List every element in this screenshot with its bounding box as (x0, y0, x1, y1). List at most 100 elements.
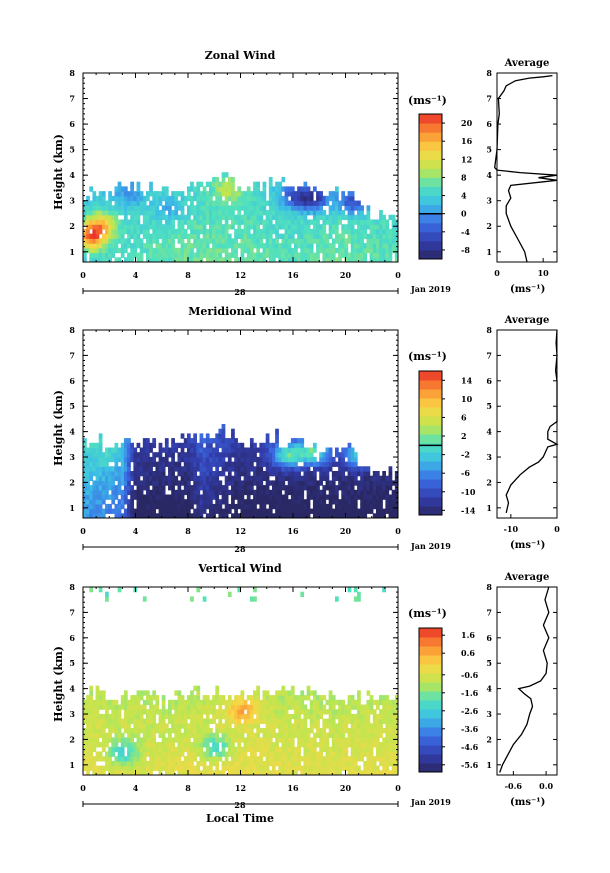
heatmap-cell (89, 709, 94, 715)
heatmap-cell (287, 456, 292, 463)
heatmap-cell (319, 224, 323, 230)
heatmap-cell (168, 205, 172, 211)
heatmap-cell (224, 718, 229, 724)
heatmap-cell (171, 480, 175, 486)
heatmap-cell (341, 247, 346, 254)
heatmap-cell (265, 489, 270, 496)
heatmap-cell (196, 243, 201, 249)
heatmap-cell (114, 503, 119, 510)
heatmap-cell (243, 200, 248, 206)
heatmap-cell (158, 233, 163, 239)
heatmap-cell (275, 695, 279, 701)
heatmap-cell (95, 756, 100, 762)
heatmap-cell (146, 760, 150, 767)
heatmap-cell (101, 461, 106, 467)
heatmap-cell (243, 699, 248, 706)
heatmap-cell (202, 243, 207, 249)
heatmap-cell (388, 243, 393, 249)
heatmap-cell (353, 219, 358, 225)
heatmap-cell (287, 191, 292, 197)
heatmap-cell (338, 742, 342, 748)
colorbar-segment (419, 398, 442, 408)
heatmap-cell (284, 732, 289, 738)
heatmap-cell (186, 765, 191, 771)
heatmap-cell (114, 452, 119, 458)
heatmap-cell (149, 205, 153, 211)
heatmap-cell (183, 219, 188, 225)
heatmap-cell (86, 732, 90, 738)
heatmap-cell (196, 480, 201, 486)
heatmap-cell (262, 508, 267, 514)
heatmap-cell (249, 718, 254, 724)
heatmap-cell (331, 513, 336, 518)
colorbar-tick-label: -0.6 (461, 670, 479, 680)
heatmap-cell (95, 728, 100, 734)
heatmap-cell (158, 224, 163, 230)
heatmap-cell (221, 466, 226, 472)
heatmap-cell (265, 765, 270, 771)
heatmap-cell (215, 489, 220, 496)
heatmap-cell (300, 765, 305, 771)
heatmap-cell (382, 695, 386, 701)
heatmap-cell (281, 461, 286, 467)
heatmap-cell (253, 466, 257, 472)
heatmap-cell (152, 195, 157, 202)
heatmap-cell (168, 756, 172, 762)
heatmap-cell (262, 760, 267, 767)
heatmap-cell (171, 219, 175, 225)
heatmap-cell (290, 461, 295, 467)
heatmap-cell (205, 466, 210, 472)
heatmap-cell (105, 243, 109, 249)
heatmap-cell (272, 214, 276, 221)
heatmap-cell (265, 471, 270, 477)
heatmap-cell (142, 466, 147, 472)
heatmap-cell (331, 746, 336, 753)
heatmap-cell (262, 699, 267, 706)
heatmap-cell (353, 596, 358, 602)
heatmap-cell (272, 247, 276, 254)
heatmap-cell (86, 224, 90, 230)
heatmap-cell (234, 732, 238, 738)
heatmap-cell (117, 475, 122, 481)
heatmap-cell (344, 466, 349, 472)
heatmap-cell (95, 737, 100, 743)
heatmap-cell (256, 760, 260, 767)
heatmap-cell (142, 438, 147, 444)
heatmap-cell (347, 471, 352, 477)
heatmap-cell (205, 205, 210, 211)
heatmap-cell (123, 447, 128, 453)
heatmap-cell (158, 489, 163, 496)
heatmap-cell (130, 186, 134, 192)
x-tick-label: 16 (287, 526, 299, 536)
heatmap-cell (335, 770, 339, 775)
heatmap-cell (171, 494, 175, 500)
heatmap-cell (278, 485, 283, 491)
heatmap-cell (237, 475, 242, 481)
heatmap-cell (127, 737, 131, 743)
heatmap-cell (95, 228, 100, 235)
heatmap-cell (375, 475, 380, 481)
heatmap-cell (117, 456, 122, 463)
heatmap-cell (344, 765, 349, 771)
heatmap-cell (196, 191, 201, 197)
heatmap-cell (142, 485, 147, 491)
heatmap-cell (164, 746, 169, 753)
heatmap-cell (108, 247, 112, 254)
heatmap-cell (120, 210, 125, 216)
heatmap-cell (196, 452, 201, 458)
heatmap-cell (98, 587, 103, 593)
heatmap-cell (136, 690, 141, 696)
heatmap-cell (360, 513, 364, 518)
heatmap-cell (353, 513, 358, 518)
heatmap-cell (363, 709, 368, 715)
heatmap-cell (325, 195, 330, 202)
heatmap-cell (275, 508, 279, 514)
heatmap-cell (202, 186, 207, 192)
heatmap-cell (306, 494, 311, 500)
heatmap-cell (353, 587, 358, 593)
heatmap-cell (284, 737, 289, 743)
heatmap-cell (177, 751, 182, 757)
heatmap-cell (164, 243, 169, 249)
heatmap-cell (246, 709, 251, 715)
heatmap-cell (394, 224, 398, 230)
